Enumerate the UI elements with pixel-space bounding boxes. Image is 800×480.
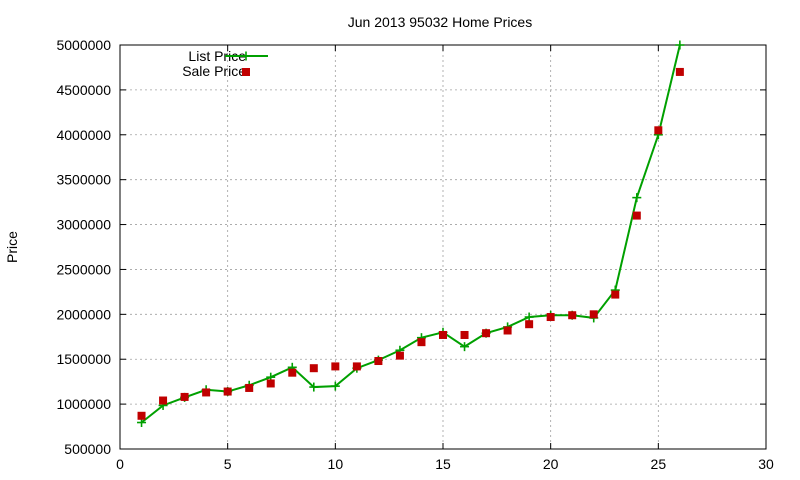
legend-label-sale-price: Sale Price (182, 63, 246, 79)
sale-price-point (331, 362, 340, 371)
sale-price-point (503, 326, 512, 335)
sale-price-point (675, 67, 684, 76)
sale-price-point (460, 330, 469, 339)
x-axis-ticks: 0 5 10 15 20 25 30 (116, 45, 774, 472)
sale-price-point (589, 310, 598, 319)
sale-price-point (352, 362, 361, 371)
x-tick-label: 30 (758, 456, 774, 472)
sale-price-point (223, 387, 232, 396)
legend-swatch-sale-price (242, 68, 250, 76)
sale-price-point (245, 383, 254, 392)
y-tick-label: 2000000 (56, 306, 111, 322)
y-tick-label: 3000000 (56, 217, 111, 233)
sale-price-point (546, 313, 555, 322)
x-tick-label: 20 (543, 456, 559, 472)
sale-price-point (525, 320, 534, 329)
sale-price-point (309, 364, 318, 373)
y-axis-label: Price (4, 231, 20, 263)
x-tick-label: 0 (116, 456, 124, 472)
sale-price-point (611, 290, 620, 299)
y-tick-label: 2500000 (56, 261, 111, 277)
sale-price-point (439, 330, 447, 339)
sale-price-point (374, 357, 383, 366)
sale-price-point (266, 379, 275, 388)
sale-price-point (288, 368, 297, 377)
list-price-point (632, 193, 642, 203)
grid-lines (120, 45, 766, 449)
legend-marker-list-price (241, 51, 251, 61)
sale-price-point (395, 351, 404, 360)
y-tick-label: 1000000 (56, 396, 111, 412)
y-tick-label: 1500000 (56, 351, 111, 367)
sale-price-point (482, 329, 491, 338)
x-tick-label: 25 (651, 456, 667, 472)
y-tick-label: 500000 (64, 441, 111, 457)
sale-price-point (568, 311, 577, 320)
legend-marker-sale-price (242, 68, 250, 76)
sale-price-point (137, 411, 146, 420)
sale-price-point (202, 388, 211, 397)
list-price-line (140, 44, 681, 424)
y-tick-label: 4000000 (56, 127, 111, 143)
x-tick-label: 10 (328, 456, 344, 472)
y-tick-label: 3500000 (56, 172, 111, 188)
x-tick-label: 5 (224, 456, 232, 472)
sale-price-point (417, 338, 426, 347)
sale-price-point (159, 396, 168, 405)
sale-price-point (180, 392, 189, 401)
list-price-point (330, 381, 340, 391)
list-price-point (309, 382, 319, 392)
legend: List Price Sale Price (182, 48, 268, 79)
sale-price-point (654, 126, 663, 135)
legend-swatch-list-price (225, 51, 268, 61)
legend-label-list-price: List Price (188, 48, 246, 64)
list-price-point (524, 312, 534, 322)
sale-price-point (632, 211, 641, 220)
data-series (137, 40, 685, 428)
x-tick-label: 15 (435, 456, 451, 472)
y-axis-ticks: 500000 1000000 1500000 2000000 2500000 300000… (56, 37, 766, 457)
chart-title: Jun 2013 95032 Home Prices (348, 14, 532, 30)
list-price-point (460, 342, 470, 352)
y-tick-label: 5000000 (56, 37, 111, 53)
list-price-point (675, 40, 685, 50)
y-tick-label: 4500000 (56, 82, 111, 98)
